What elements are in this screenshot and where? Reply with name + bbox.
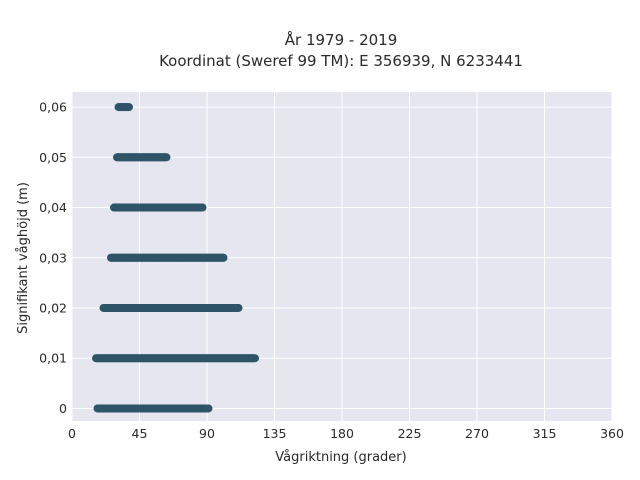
x-tick-label-6: 270 bbox=[465, 426, 489, 441]
x-tick-label-8: 360 bbox=[600, 426, 624, 441]
data-point bbox=[204, 404, 213, 413]
y-tick-label-3: 0,03 bbox=[39, 250, 67, 265]
data-points bbox=[92, 103, 259, 413]
data-point bbox=[162, 153, 171, 162]
y-tick-label-4: 0,04 bbox=[39, 200, 67, 215]
y-tick-label-2: 0,02 bbox=[39, 300, 67, 315]
scatter-band-6 bbox=[114, 103, 133, 112]
data-point bbox=[198, 203, 207, 212]
x-tick-label-2: 90 bbox=[199, 426, 215, 441]
x-tick-label-4: 180 bbox=[330, 426, 354, 441]
y-tick-label-6: 0,06 bbox=[39, 100, 67, 115]
y-tick-label-5: 0,05 bbox=[39, 150, 67, 165]
data-point bbox=[251, 354, 259, 363]
scatter-band-2 bbox=[99, 303, 243, 312]
x-tick-label-5: 225 bbox=[398, 426, 422, 441]
x-tick-label-0: 0 bbox=[68, 426, 76, 441]
chart-title-line2: Koordinat (Sweref 99 TM): E 356939, N 62… bbox=[159, 52, 523, 70]
grid-lines bbox=[71, 92, 613, 421]
x-axis-ticks: 0 45 90 135 180 225 270 315 360 bbox=[68, 426, 624, 441]
x-axis-label: Vågriktning (grader) bbox=[275, 450, 406, 465]
y-tick-label-0: 0 bbox=[59, 401, 67, 416]
x-tick-label-3: 135 bbox=[263, 426, 287, 441]
y-tick-label-1: 0,01 bbox=[39, 351, 67, 366]
chart-title-line1: År 1979 - 2019 bbox=[285, 30, 398, 49]
scatter-band-3 bbox=[107, 253, 228, 262]
y-axis-ticks: 0 0,01 0,02 0,03 0,04 0,05 0,06 bbox=[39, 100, 67, 416]
x-tick-label-1: 45 bbox=[132, 426, 148, 441]
scatter-band-0 bbox=[93, 404, 213, 413]
scatter-band-1 bbox=[92, 354, 259, 363]
x-tick-label-7: 315 bbox=[533, 426, 557, 441]
y-axis-label: Signifikant våghöjd (m) bbox=[16, 182, 31, 334]
scatter-band-4 bbox=[110, 203, 207, 212]
scatter-band-5 bbox=[113, 153, 171, 162]
data-point bbox=[219, 253, 228, 262]
data-point bbox=[234, 303, 243, 312]
data-point bbox=[125, 103, 133, 112]
